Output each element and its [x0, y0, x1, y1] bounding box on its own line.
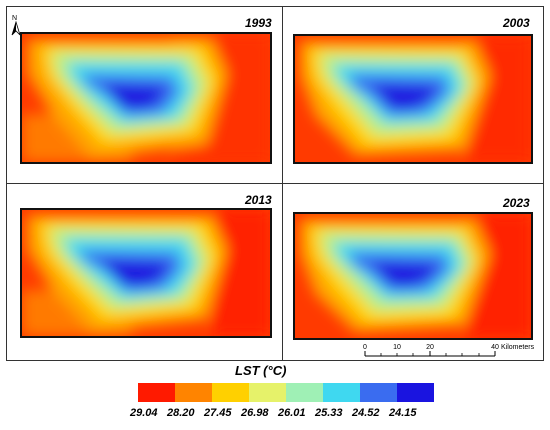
year-label-1993: 1993	[245, 16, 272, 30]
north-label: N	[12, 15, 17, 22]
legend-title: LST (°C)	[235, 363, 287, 378]
legend-swatch	[138, 383, 175, 402]
legend-swatch	[286, 383, 323, 402]
year-label-2003: 2003	[503, 16, 530, 30]
legend-value: 29.04	[130, 407, 158, 419]
legend-value: 24.52	[352, 407, 380, 419]
legend-swatch	[175, 383, 212, 402]
legend-value: 27.45	[204, 407, 232, 419]
panel-divider-horizontal	[6, 183, 544, 184]
legend-value: 26.01	[278, 407, 306, 419]
legend-value: 25.33	[315, 407, 343, 419]
lst-map-2003	[293, 34, 533, 164]
legend-value: 28.20	[167, 407, 195, 419]
legend	[138, 383, 434, 402]
scale-tick-0: 0	[363, 344, 367, 351]
legend-swatch	[212, 383, 249, 402]
legend-swatch	[323, 383, 360, 402]
legend-swatch	[360, 383, 397, 402]
scale-unit-label: Kilometers	[501, 344, 535, 351]
scale-tick-10: 10	[393, 344, 401, 351]
legend-value: 26.98	[241, 407, 269, 419]
scale-tick-40: 40	[491, 344, 499, 351]
scale-tick-20: 20	[426, 344, 434, 351]
lst-map-2023	[293, 212, 533, 340]
legend-value: 24.15	[389, 407, 417, 419]
legend-swatch	[249, 383, 286, 402]
legend-swatch	[397, 383, 434, 402]
year-label-2023: 2023	[503, 196, 530, 210]
lst-map-2013	[20, 208, 272, 338]
north-arrow-icon: N	[9, 13, 23, 37]
year-label-2013: 2013	[245, 193, 272, 207]
scale-bar: 0 10 20 40 Kilometers	[355, 340, 545, 362]
legend-swatches	[138, 383, 434, 402]
lst-map-1993	[20, 32, 272, 164]
